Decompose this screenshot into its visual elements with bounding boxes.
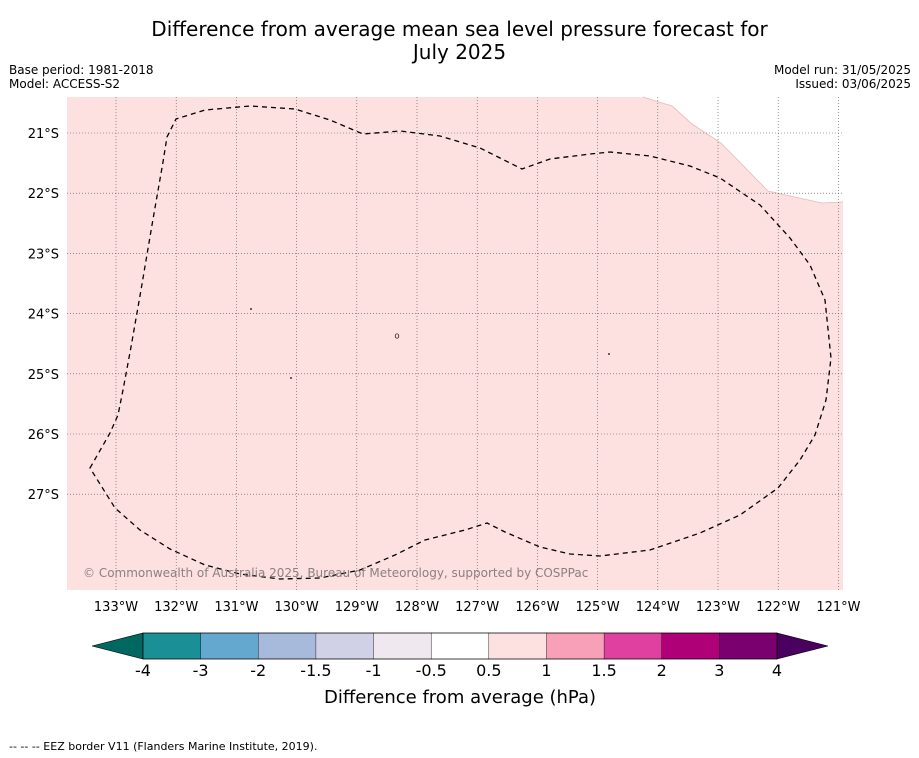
longitude-label: 126°W — [515, 600, 559, 615]
colorbar: -4 -3 -2 -1.5 -1 -0.5 0.5 1 1.5 2 3 4 Difference fr… — [91, 632, 829, 708]
latitude-labels: 21°S 22°S 23°S 24°S 25°S 26°S 27°S — [28, 127, 59, 503]
colorbar-bin — [603, 632, 663, 660]
colorbar-under-arrow — [91, 632, 144, 660]
map-panel: © Commonwealth of Australia 2025, Bureau… — [28, 96, 861, 615]
longitude-label: 125°W — [576, 600, 620, 615]
longitude-label: 122°W — [756, 600, 800, 615]
graticule — [67, 97, 843, 590]
colorbar-bin — [546, 632, 605, 660]
longitude-label: 128°W — [395, 600, 439, 615]
latitude-label: 24°S — [28, 308, 59, 323]
longitude-label: 129°W — [335, 600, 379, 615]
meta-right: Model run: 31/05/2025 Issued: 03/06/2025 — [774, 63, 911, 91]
longitude-label: 124°W — [636, 600, 680, 615]
colorbar-ticks: -4 -3 -2 -1.5 -1 -0.5 0.5 1 1.5 2 3 4 — [135, 661, 782, 680]
meta-left: Base period: 1981-2018 Model: ACCESS-S2 — [9, 63, 154, 91]
colorbar-bin — [373, 632, 432, 660]
latitude-label: 23°S — [28, 247, 59, 262]
colorbar-tick-label: 4 — [772, 661, 782, 680]
model-name: Model: ACCESS-S2 — [9, 77, 121, 91]
longitude-label: 127°W — [455, 600, 499, 615]
island-marker — [608, 353, 610, 355]
colorbar-bin — [315, 632, 375, 660]
eez-border — [89, 105, 832, 580]
base-period: Base period: 1981-2018 — [9, 63, 154, 77]
eez-footnote: -- -- -- EEZ border V11 (Flanders Marine… — [9, 740, 318, 753]
colorbar-tick-label: -1 — [366, 661, 382, 680]
colorbar-tick-label: -1.5 — [300, 661, 331, 680]
colorbar-outline — [142, 632, 778, 660]
colorbar-bin — [142, 632, 202, 660]
colorbar-bin — [430, 632, 490, 660]
colorbar-bin — [200, 632, 259, 660]
colorbar-tick-label: -2 — [250, 661, 266, 680]
colorbar-label: Difference from average (hPa) — [324, 687, 596, 708]
island-marker — [290, 377, 292, 379]
colorbar-tick-label: 1 — [541, 661, 551, 680]
island-marker — [250, 308, 252, 310]
colorbar-bin — [661, 632, 720, 660]
latitude-label: 22°S — [28, 187, 59, 202]
model-run: Model run: 31/05/2025 — [773, 63, 911, 77]
colorbar-bin — [719, 632, 778, 660]
colorbar-tick-label: 2 — [657, 661, 667, 680]
latitude-label: 26°S — [28, 428, 59, 443]
colorbar-tick-label: 0.5 — [476, 661, 501, 680]
colorbar-tick-label: -3 — [193, 661, 209, 680]
colorbar-bin — [258, 632, 317, 660]
title-line-1: Difference from average mean sea level p… — [151, 17, 768, 41]
no-data-region — [643, 97, 843, 203]
issued-date: Issued: 03/06/2025 — [795, 77, 911, 91]
colorbar-bins — [142, 632, 778, 660]
longitude-label: 131°W — [214, 600, 258, 615]
pressure-anomaly-fill — [67, 97, 843, 590]
colorbar-tick-label: -4 — [135, 661, 151, 680]
colorbar-tick-label: 3 — [714, 661, 724, 680]
chart-title: Difference from average mean sea level p… — [0, 18, 919, 64]
longitude-label: 121°W — [816, 600, 860, 615]
title-line-2: July 2025 — [412, 40, 507, 64]
longitude-label: 133°W — [94, 600, 138, 615]
copyright-text: © Commonwealth of Australia 2025, Bureau… — [83, 566, 588, 580]
latitude-label: 27°S — [28, 488, 59, 503]
latitude-label: 21°S — [28, 127, 59, 142]
longitude-label: 123°W — [696, 600, 740, 615]
colorbar-tick-label: 1.5 — [591, 661, 616, 680]
longitude-labels: 133°W 132°W 131°W 130°W 129°W 128°W 127°W 126°W… — [94, 600, 861, 615]
longitude-label: 132°W — [154, 600, 198, 615]
colorbar-bin — [488, 632, 548, 660]
latitude-label: 25°S — [28, 368, 59, 383]
colorbar-tick-label: -0.5 — [416, 661, 447, 680]
island-marker — [394, 333, 400, 339]
longitude-label: 130°W — [275, 600, 319, 615]
contour-edge — [642, 96, 844, 204]
colorbar-over-arrow — [776, 632, 829, 660]
